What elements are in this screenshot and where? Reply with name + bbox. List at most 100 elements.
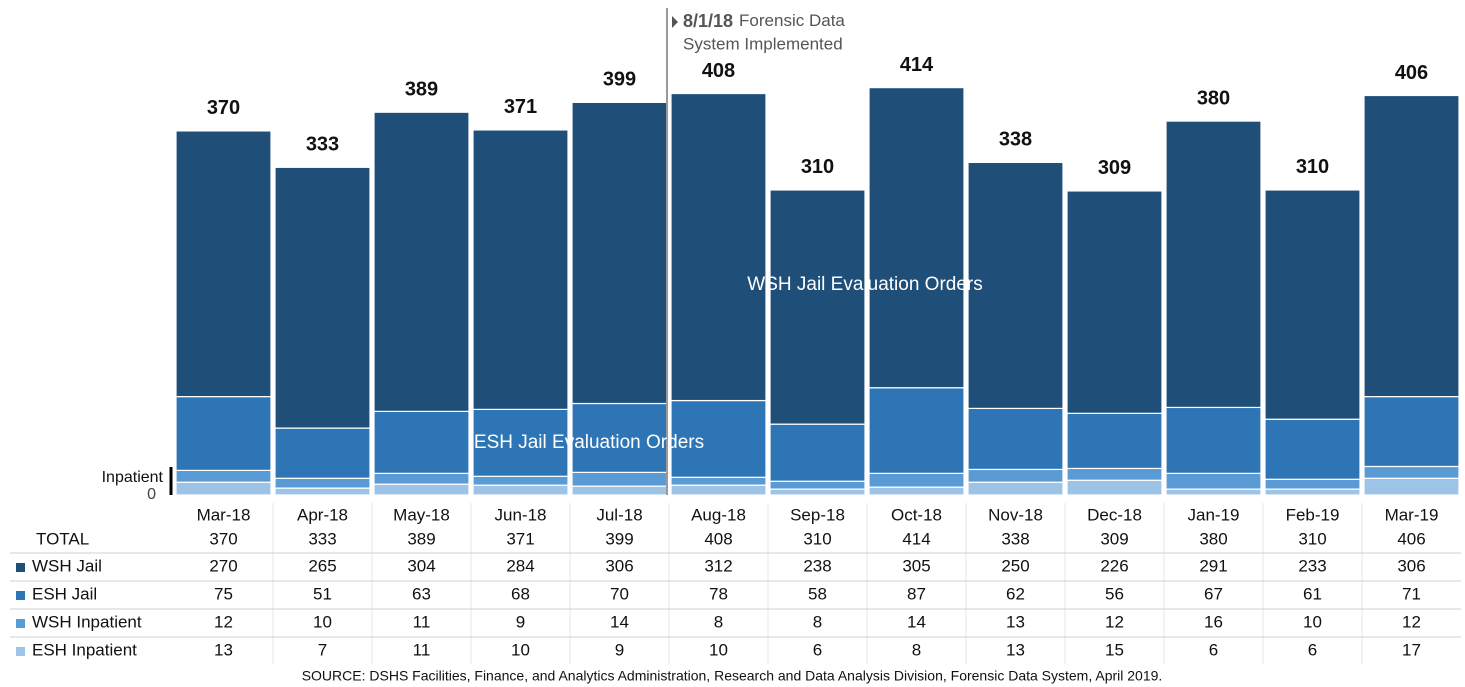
bar-segment [967, 481, 1064, 496]
total-label: 408 [702, 60, 735, 82]
table-cell: 8 [714, 612, 723, 631]
table-cell: 310 [1298, 529, 1326, 548]
table-cell: 6 [1209, 640, 1218, 659]
table-cell: 75 [214, 584, 233, 603]
table-cell: 370 [209, 529, 237, 548]
table-cell: 10 [709, 640, 728, 659]
total-label: 370 [207, 97, 240, 119]
bar-segment [769, 189, 866, 425]
event-date: 8/1/18 [683, 11, 733, 31]
bar-segment [967, 161, 1064, 410]
total-label: 310 [1296, 156, 1329, 178]
table-cell: 14 [610, 612, 629, 631]
bar-segment [472, 129, 569, 410]
bar-segment [1264, 488, 1361, 496]
table-cell: 304 [407, 556, 435, 575]
bar-segment [1066, 190, 1163, 414]
table-cell: 414 [902, 529, 930, 548]
legend-swatch [16, 619, 25, 628]
inpatient-label: Inpatient [102, 469, 164, 486]
table-cell: 78 [709, 584, 728, 603]
column-header: Nov-18 [988, 505, 1043, 524]
table-cell: 10 [1303, 612, 1322, 631]
total-label: 338 [999, 129, 1032, 151]
bar-segment [769, 480, 866, 490]
row-label: ESH Jail [32, 584, 97, 603]
table-cell: 8 [912, 640, 921, 659]
bar-segment [1165, 472, 1262, 490]
legend-swatch [16, 563, 25, 572]
table-cell: 371 [506, 529, 534, 548]
table-cell: 61 [1303, 584, 1322, 603]
column-header: Jun-18 [495, 505, 547, 524]
table-cell: 250 [1001, 556, 1029, 575]
table-cell: 8 [813, 612, 822, 631]
column-header: Aug-18 [691, 505, 746, 524]
table-cell: 10 [313, 612, 332, 631]
table-cell: 389 [407, 529, 435, 548]
table-cell: 291 [1199, 556, 1227, 575]
row-label: TOTAL [36, 529, 89, 548]
table-cell: 12 [214, 612, 233, 631]
bar-segment [868, 87, 965, 389]
bar-segment [175, 469, 272, 483]
bar-segment [373, 410, 470, 474]
bar-segment [769, 423, 866, 482]
table-cell: 265 [308, 556, 336, 575]
bar-segment [1066, 467, 1163, 481]
row-label: WSH Jail [32, 556, 102, 575]
table-cell: 399 [605, 529, 633, 548]
table-cell: 380 [1199, 529, 1227, 548]
bar-segment [274, 427, 371, 479]
legend-swatch [16, 647, 25, 656]
table-cell: 11 [413, 612, 431, 631]
legend-swatch [16, 591, 25, 600]
table-cell: 233 [1298, 556, 1326, 575]
region-label: ESH Jail Evaluation Orders [474, 432, 704, 453]
y-tick-label: 0 [147, 486, 156, 503]
bar-segment [769, 488, 866, 496]
bar-segment [1066, 479, 1163, 496]
column-header: Sep-18 [790, 505, 845, 524]
bar-segment [1264, 189, 1361, 420]
row-label: ESH Inpatient [32, 640, 137, 659]
bar-segment [274, 477, 371, 489]
column-header: Feb-19 [1286, 505, 1340, 524]
table-cell: 408 [704, 529, 732, 548]
table-cell: 62 [1006, 584, 1025, 603]
table-cell: 309 [1100, 529, 1128, 548]
column-header: May-18 [393, 505, 450, 524]
table-cell: 284 [506, 556, 534, 575]
table-cell: 310 [803, 529, 831, 548]
table-cell: 338 [1001, 529, 1029, 548]
total-label: 371 [504, 96, 537, 118]
column-header: Jan-19 [1188, 505, 1240, 524]
column-header: Mar-18 [197, 505, 251, 524]
bar-segment [571, 471, 668, 487]
table-cell: 238 [803, 556, 831, 575]
column-header: Jul-18 [596, 505, 642, 524]
table-cell: 333 [308, 529, 336, 548]
total-label: 309 [1098, 157, 1131, 179]
table-cell: 312 [704, 556, 732, 575]
bar-segment [868, 387, 965, 474]
bar-segment [1264, 418, 1361, 480]
event-text: 8/1/18 Forensic Data [683, 11, 845, 31]
column-header: Oct-18 [891, 505, 942, 524]
bar-segment [1165, 488, 1262, 496]
total-label: 380 [1197, 87, 1230, 109]
total-label: 389 [405, 79, 438, 101]
bar-segment [373, 483, 470, 496]
bar-segment [967, 468, 1064, 483]
bar-segment [571, 402, 668, 473]
bar-segment [670, 484, 767, 496]
table-cell: 306 [1397, 556, 1425, 575]
bar-segment [472, 408, 569, 477]
bar-segment [1165, 120, 1262, 409]
column-header: Mar-19 [1385, 505, 1439, 524]
table-cell: 68 [511, 584, 530, 603]
bar-segment [373, 111, 470, 412]
total-label: 333 [306, 134, 339, 156]
bar-segment [571, 101, 668, 405]
